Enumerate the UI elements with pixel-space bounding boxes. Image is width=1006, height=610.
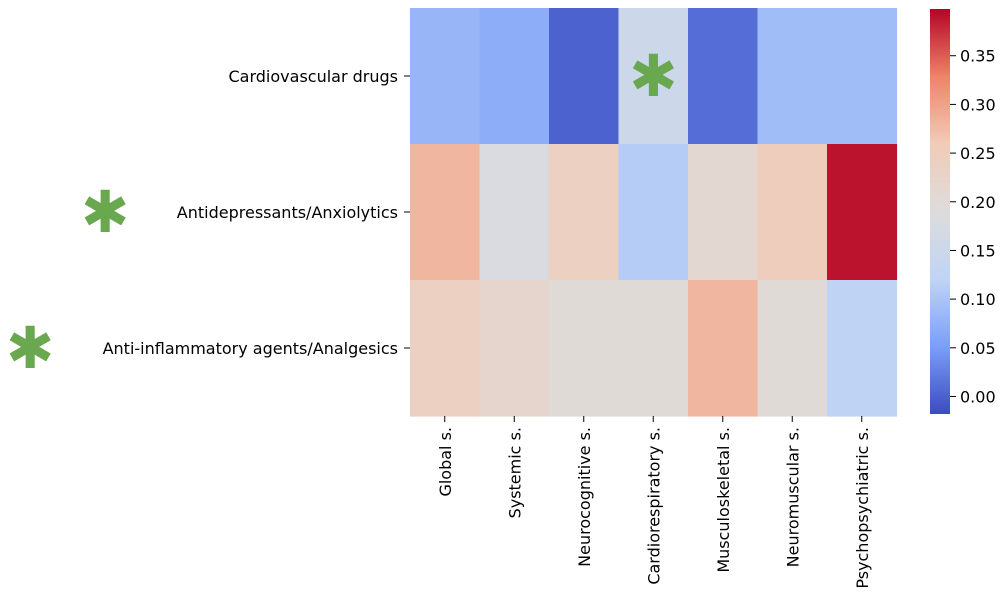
- heatmap-cell: [549, 144, 620, 281]
- column-labels: Global s. Systemic s. Neurocognitive s. Car…: [436, 416, 872, 589]
- column-label: Cardiorespiratory s.: [644, 427, 663, 585]
- heatmap-cell: [479, 144, 550, 281]
- heatmap-cell: [827, 280, 898, 417]
- heatmap-cell: [549, 8, 620, 145]
- heatmap-cell: [827, 8, 898, 145]
- colorbar-tick-label: 0.05: [960, 339, 996, 358]
- heatmap-cell: [757, 8, 828, 145]
- colorbar-tick-label: 0.35: [960, 47, 996, 66]
- colorbar-tick-label: 0.25: [960, 144, 996, 163]
- heatmap-cell: [479, 8, 550, 145]
- column-label: Systemic s.: [505, 427, 524, 518]
- row-labels: Cardiovascular drugs Antidepressants/Anxi…: [103, 67, 410, 358]
- heatmap-cell: [688, 144, 759, 281]
- heatmap-cell: [410, 280, 481, 417]
- heatmap-cell: [410, 144, 481, 281]
- heatmap-cell: [618, 280, 689, 417]
- heatmap-cell: [688, 8, 759, 145]
- column-label: Global s.: [436, 427, 455, 497]
- heatmap-cell: [618, 144, 689, 281]
- colorbar-gradient: [930, 9, 950, 414]
- heatmap-cell: [618, 8, 689, 145]
- row-significance-asterisk-icon: ✱: [6, 314, 55, 382]
- colorbar-tick-label: 0.20: [960, 193, 996, 212]
- column-label: Psychopsychiatric s.: [853, 427, 872, 589]
- row-label: Anti-inflammatory agents/Analgesics: [103, 339, 398, 358]
- colorbar-tick-label: 0.30: [960, 95, 996, 114]
- cell-significance-asterisk-icon: ✱: [629, 42, 678, 110]
- heatmap-cell: [757, 280, 828, 417]
- colorbar-tick-label: 0.10: [960, 290, 996, 309]
- colorbar: 0.00 0.05 0.10 0.15 0.20 0.25 0.30 0.35: [930, 9, 996, 414]
- heatmap-cell: [827, 144, 898, 281]
- column-label: Neuromuscular s.: [783, 427, 802, 567]
- colorbar-tick-label: 0.00: [960, 387, 996, 406]
- row-label: Antidepressants/Anxiolytics: [177, 203, 398, 222]
- significance-markers: ✱ ✱ ✱: [6, 42, 678, 382]
- heatmap-cell: [549, 280, 620, 417]
- heatmap-cells: [410, 8, 898, 417]
- column-label: Neurocognitive s.: [575, 427, 594, 567]
- heatmap-cell: [757, 144, 828, 281]
- column-label: Musculoskeletal s.: [714, 427, 733, 573]
- heatmap-cell: [479, 280, 550, 417]
- colorbar-tick-label: 0.15: [960, 241, 996, 260]
- row-significance-asterisk-icon: ✱: [81, 178, 130, 246]
- heatmap-cell: [688, 280, 759, 417]
- heatmap-cell: [410, 8, 481, 145]
- row-label: Cardiovascular drugs: [229, 67, 399, 86]
